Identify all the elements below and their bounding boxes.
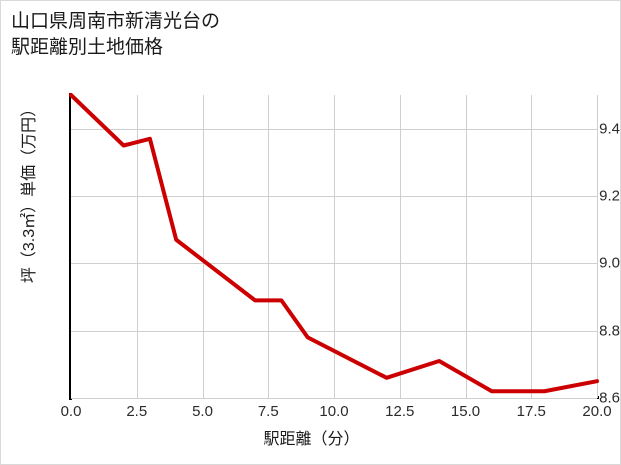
- x-tick-label: 12.5: [385, 403, 415, 420]
- gridline-vertical: [268, 95, 270, 398]
- x-tick-label: 5.0: [192, 403, 213, 420]
- gridline-vertical: [399, 95, 401, 398]
- series-line-坪単価: [69, 93, 599, 394]
- x-tick-label: 2.5: [126, 403, 148, 420]
- chart-title: 山口県周南市新清光台の 駅距離別土地価格: [11, 11, 221, 58]
- x-tick-label: 7.5: [257, 403, 279, 420]
- y-tick-label: 8.6: [599, 389, 620, 407]
- x-tick-label: 20.0: [582, 403, 612, 420]
- y-axis-title: 坪（3.3㎡）単価（万円）: [21, 100, 38, 284]
- x-tick-label: 17.5: [516, 403, 546, 420]
- x-tick-label: 10.0: [319, 403, 349, 420]
- y-tick-label: 8.8: [599, 322, 620, 340]
- line-series-plot: [69, 93, 599, 394]
- plot-area: [69, 93, 599, 399]
- x-tick-label: 0.0: [60, 403, 82, 420]
- y-axis-spine: [69, 93, 72, 400]
- x-tick-label: 15.0: [450, 403, 481, 420]
- gridline-vertical: [531, 95, 533, 398]
- gridline-vertical: [597, 95, 598, 398]
- gridline-vertical: [202, 95, 204, 398]
- y-tick-label: 9.0: [599, 254, 620, 272]
- gridline-vertical: [334, 95, 335, 398]
- x-axis-title: 駅距離（分）: [263, 431, 360, 448]
- y-tick-label: 9.4: [599, 120, 620, 138]
- gridline-vertical: [465, 95, 467, 398]
- gridline-horizontal: [71, 398, 597, 399]
- y-tick-label: 9.2: [599, 187, 620, 205]
- gridline-vertical: [136, 95, 138, 398]
